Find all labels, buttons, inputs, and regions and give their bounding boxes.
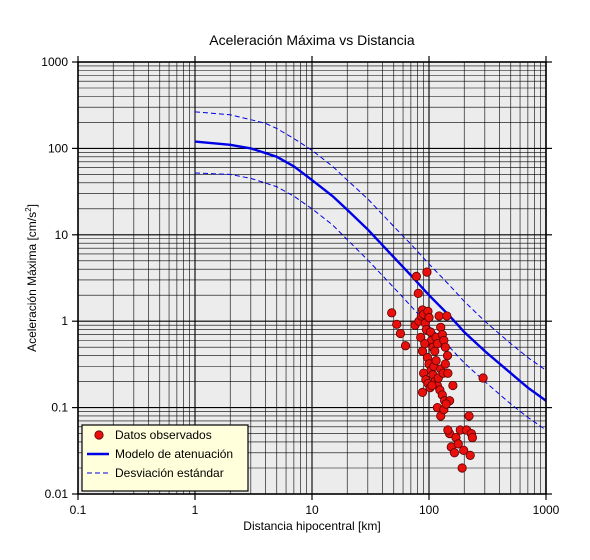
data-point xyxy=(443,368,453,378)
data-point xyxy=(417,387,428,397)
data-point xyxy=(443,425,453,435)
legend-label: Datos observados xyxy=(115,428,212,442)
data-point xyxy=(400,341,411,351)
data-point xyxy=(420,339,430,349)
y-axis-label-main: Aceleración Máxima [cm/s xyxy=(25,212,39,352)
y-axis-label-superscript: 2 xyxy=(24,207,33,212)
data-point xyxy=(441,399,451,409)
x-tick-label: 100 xyxy=(419,503,439,517)
legend-label: Modelo de atenuación xyxy=(115,447,233,461)
data-point xyxy=(387,308,397,318)
attenuation-model-line xyxy=(194,140,547,402)
x-tick-label: 1000 xyxy=(533,503,560,517)
y-tick-label: 10 xyxy=(55,228,69,242)
data-point xyxy=(427,380,437,391)
plot-border xyxy=(77,61,547,495)
data-point xyxy=(431,355,441,366)
data-point xyxy=(478,373,488,383)
data-point xyxy=(392,319,402,329)
legend-box xyxy=(81,424,249,492)
std-deviation-upper-line xyxy=(194,111,547,371)
chart-title: Aceleración Máxima vs Distancia xyxy=(209,32,415,48)
data-point xyxy=(440,342,450,352)
data-point xyxy=(467,432,478,443)
data-point xyxy=(448,380,458,391)
std-deviation-lower-line xyxy=(194,172,547,431)
data-point xyxy=(413,288,423,298)
y-tick-label: 1000 xyxy=(41,55,68,69)
data-point xyxy=(457,463,467,473)
data-point xyxy=(411,271,421,281)
legend: Datos observados Modelo de atenuación Desv… xyxy=(81,424,249,492)
y-tick-label: 1 xyxy=(61,314,68,328)
data-point xyxy=(465,450,475,460)
data-point xyxy=(459,445,469,455)
data-point xyxy=(395,328,406,339)
x-tick-label: 0.1 xyxy=(70,503,87,517)
x-tick-label: 1 xyxy=(192,503,199,517)
data-point xyxy=(442,311,452,321)
data-point xyxy=(449,448,460,458)
data-point xyxy=(424,313,434,323)
y-tick-label: 0.1 xyxy=(51,401,68,415)
y-tick-label: 100 xyxy=(48,141,68,155)
data-point xyxy=(422,267,432,277)
data-point xyxy=(464,411,474,421)
legend-symbol-datos-observados xyxy=(94,430,104,440)
x-axis-label: Distancia hipocentral [km] xyxy=(243,519,380,533)
y-axis-label-end: ] xyxy=(25,204,39,207)
data-point xyxy=(442,350,453,361)
y-axis-label: Aceleración Máxima [cm/s2] xyxy=(24,204,39,352)
legend-label: Desviación estándar xyxy=(115,466,224,480)
x-tick-label: 10 xyxy=(305,503,319,517)
data-point xyxy=(453,439,463,449)
y-tick-label: 0.01 xyxy=(45,487,69,501)
data-point xyxy=(440,359,450,369)
data-point xyxy=(434,311,444,321)
